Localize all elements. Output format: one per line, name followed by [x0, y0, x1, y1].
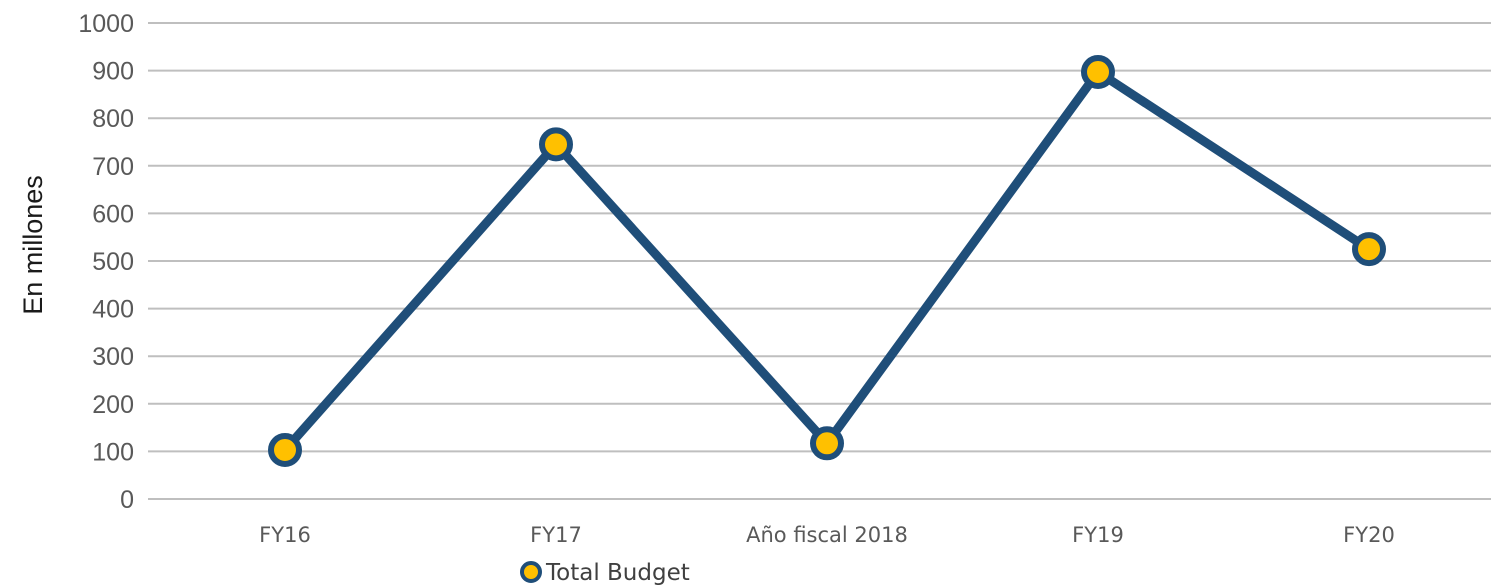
- data-point-2: [810, 426, 844, 461]
- series-total-budget: [268, 55, 1386, 467]
- y-tick-700: 700: [92, 153, 134, 181]
- y-axis-label: En millones: [18, 175, 48, 315]
- x-tick-2: Año fiscal 2018: [746, 523, 908, 547]
- x-tick-0: FY16: [259, 523, 311, 547]
- y-tick-600: 600: [92, 200, 134, 228]
- y-tick-1000: 1000: [78, 10, 134, 38]
- y-axis-tick-labels: 0 100 200 300 400 500 600 700 800 900 1000: [78, 10, 134, 514]
- x-tick-1: FY17: [530, 523, 582, 547]
- y-tick-400: 400: [92, 296, 134, 324]
- data-point-4: [1352, 232, 1386, 267]
- legend-marker: [520, 561, 542, 583]
- y-tick-300: 300: [92, 343, 134, 371]
- x-tick-3: FY19: [1072, 523, 1124, 547]
- y-tick-900: 900: [92, 58, 134, 86]
- y-tick-500: 500: [92, 248, 134, 276]
- legend-label: Total Budget: [545, 560, 690, 586]
- y-tick-200: 200: [92, 391, 134, 419]
- data-point-1: [539, 127, 573, 162]
- data-point-0: [268, 432, 302, 467]
- data-point-3: [1081, 55, 1115, 90]
- gridlines: [148, 22, 1491, 500]
- y-tick-0: 0: [120, 486, 134, 514]
- legend: Total Budget: [520, 560, 690, 586]
- x-axis-tick-labels: FY16 FY17 Año fiscal 2018 FY19 FY20: [259, 523, 1395, 547]
- y-tick-800: 800: [92, 105, 134, 133]
- y-tick-100: 100: [92, 438, 134, 466]
- x-tick-4: FY20: [1343, 523, 1395, 547]
